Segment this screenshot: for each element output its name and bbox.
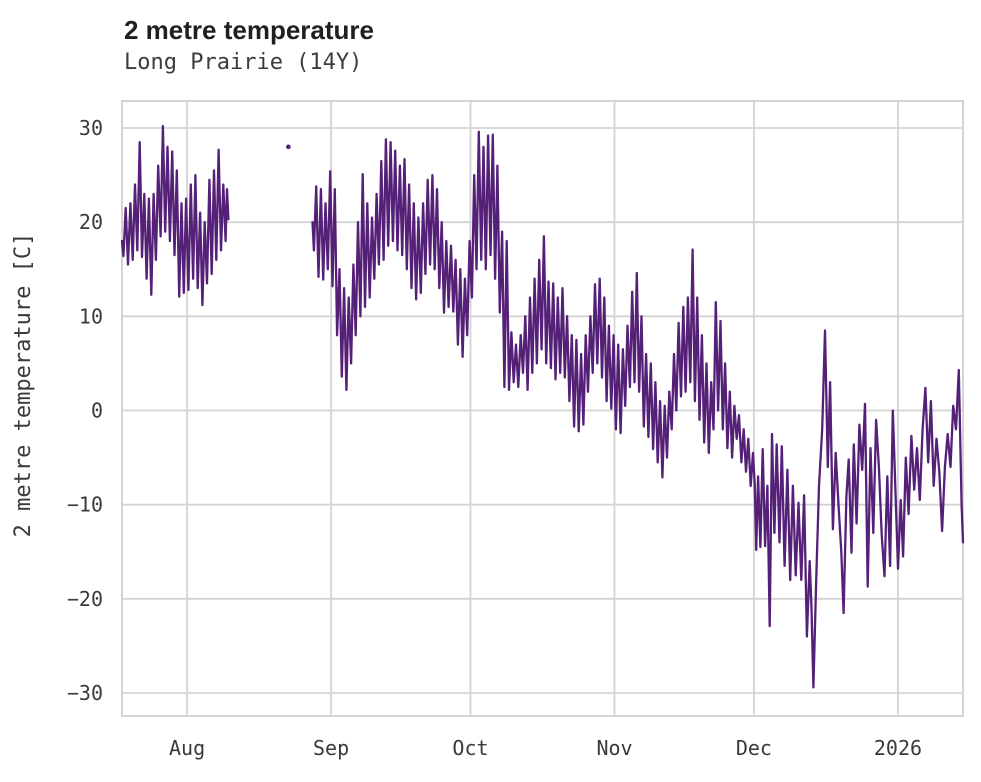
x-tick-label: Nov xyxy=(596,736,632,760)
x-tick-label: Sep xyxy=(313,736,349,760)
y-axis-label: 2 metre temperature [C] xyxy=(11,233,36,538)
x-tick-label: Oct xyxy=(452,736,488,760)
y-tick-label: −30 xyxy=(67,681,103,705)
x-tick-label: Dec xyxy=(736,736,772,760)
y-tick-label: 30 xyxy=(79,116,103,140)
temperature-series-line xyxy=(120,124,230,307)
temperature-isolated-point xyxy=(286,144,291,150)
y-tick-label: 10 xyxy=(79,304,103,328)
chart-header: 2 metre temperature Long Prairie (14Y) xyxy=(124,15,374,75)
chart-title: 2 metre temperature xyxy=(124,15,374,45)
y-tick-label: −20 xyxy=(67,587,103,611)
x-tick-label: Aug xyxy=(169,736,205,760)
x-tick-label: 2026 xyxy=(874,736,922,760)
y-tick-label: 0 xyxy=(91,399,103,423)
y-tick-label: −10 xyxy=(67,493,103,517)
plot-border xyxy=(121,100,964,717)
chart-subtitle: Long Prairie (14Y) xyxy=(124,49,363,75)
y-tick-label: 20 xyxy=(79,210,103,234)
temperature-series-line xyxy=(311,130,965,689)
